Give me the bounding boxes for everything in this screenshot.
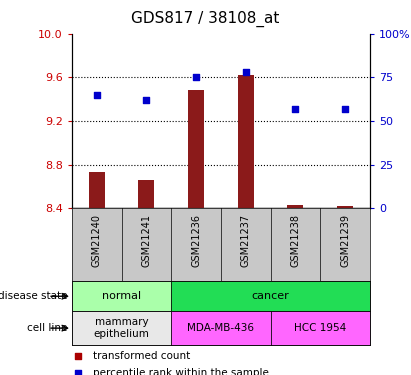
Bar (238, 75, 254, 208)
Bar (270, 311, 370, 345)
Point (143, 97, 150, 103)
Text: disease state: disease state (0, 291, 68, 301)
Bar (171, 281, 370, 311)
Bar (337, 206, 353, 208)
Bar (139, 180, 155, 208)
Point (93, 92, 100, 98)
Bar (171, 311, 270, 345)
Text: transformed count: transformed count (93, 351, 190, 361)
Point (342, 106, 349, 112)
Text: MDA-MB-436: MDA-MB-436 (187, 323, 254, 333)
Text: normal: normal (102, 291, 141, 301)
Point (242, 69, 249, 75)
Text: GDS817 / 38108_at: GDS817 / 38108_at (131, 11, 280, 27)
Point (292, 106, 299, 112)
Text: GSM21241: GSM21241 (141, 214, 151, 267)
Text: GSM21237: GSM21237 (241, 214, 251, 267)
Point (193, 74, 199, 80)
Text: GSM21239: GSM21239 (340, 214, 350, 267)
Bar (188, 90, 204, 208)
Text: HCC 1954: HCC 1954 (294, 323, 346, 333)
Text: cell line: cell line (28, 323, 68, 333)
Text: GSM21238: GSM21238 (291, 214, 300, 267)
Bar (287, 205, 303, 208)
Text: GSM21236: GSM21236 (191, 214, 201, 267)
Text: cancer: cancer (252, 291, 289, 301)
Point (75, 353, 81, 359)
Bar (72, 311, 171, 345)
Text: mammary
epithelium: mammary epithelium (94, 317, 150, 339)
Point (75, 370, 81, 375)
Bar (89, 172, 105, 208)
Bar (72, 281, 171, 311)
Text: percentile rank within the sample: percentile rank within the sample (93, 368, 269, 375)
Text: GSM21240: GSM21240 (92, 214, 102, 267)
